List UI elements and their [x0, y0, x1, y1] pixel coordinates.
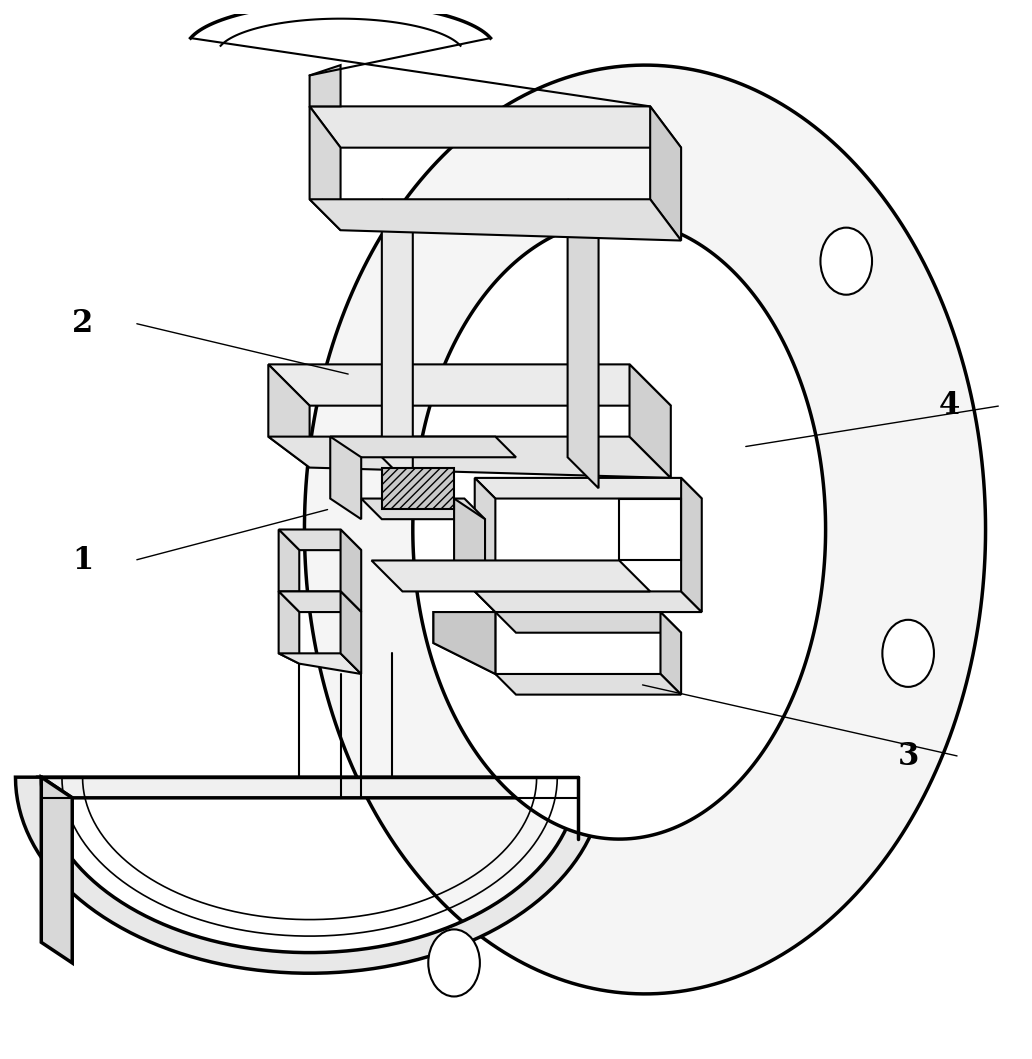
- Text: 1: 1: [72, 545, 93, 576]
- Polygon shape: [310, 106, 341, 230]
- Polygon shape: [268, 436, 671, 478]
- Polygon shape: [279, 530, 299, 602]
- Polygon shape: [413, 220, 826, 839]
- Polygon shape: [568, 199, 599, 488]
- Polygon shape: [15, 777, 604, 973]
- Polygon shape: [382, 199, 413, 488]
- Polygon shape: [660, 612, 681, 695]
- Polygon shape: [268, 364, 310, 468]
- Polygon shape: [475, 478, 495, 612]
- Polygon shape: [630, 364, 671, 478]
- Polygon shape: [310, 106, 681, 147]
- Polygon shape: [454, 499, 485, 581]
- Polygon shape: [330, 436, 361, 519]
- Polygon shape: [268, 364, 671, 406]
- Polygon shape: [310, 65, 341, 106]
- Polygon shape: [279, 591, 361, 612]
- Polygon shape: [681, 478, 702, 612]
- Polygon shape: [433, 612, 495, 674]
- Polygon shape: [361, 499, 485, 519]
- Polygon shape: [341, 591, 361, 674]
- Polygon shape: [41, 777, 609, 797]
- Polygon shape: [433, 612, 495, 674]
- Polygon shape: [495, 674, 681, 695]
- Polygon shape: [475, 478, 702, 499]
- Ellipse shape: [428, 930, 480, 997]
- Polygon shape: [279, 591, 361, 612]
- Polygon shape: [341, 530, 361, 612]
- Polygon shape: [372, 560, 650, 591]
- Polygon shape: [41, 777, 72, 963]
- Polygon shape: [495, 612, 681, 632]
- Polygon shape: [279, 530, 361, 550]
- Text: 3: 3: [898, 741, 918, 772]
- Ellipse shape: [820, 228, 872, 294]
- Polygon shape: [304, 65, 986, 994]
- Text: 4: 4: [939, 390, 960, 421]
- Polygon shape: [279, 653, 361, 674]
- Polygon shape: [650, 106, 681, 240]
- Text: 2: 2: [72, 307, 93, 339]
- Polygon shape: [330, 436, 516, 457]
- Polygon shape: [310, 199, 681, 240]
- Polygon shape: [382, 468, 454, 509]
- Polygon shape: [619, 499, 681, 560]
- Polygon shape: [475, 591, 702, 612]
- Polygon shape: [279, 591, 299, 664]
- Ellipse shape: [882, 620, 934, 687]
